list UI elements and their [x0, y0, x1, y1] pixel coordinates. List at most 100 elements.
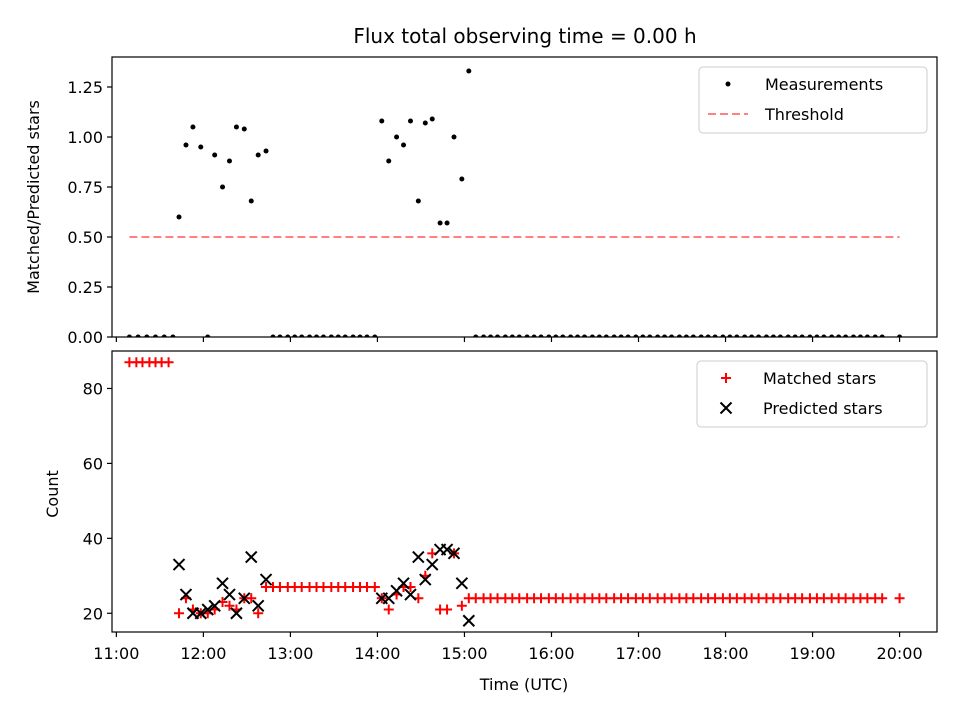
- measurements-point: [372, 334, 378, 337]
- measurements-point: [328, 334, 334, 337]
- measurements-point: [633, 334, 639, 337]
- measurements-point: [560, 334, 566, 337]
- predicted-stars-point: [404, 588, 417, 601]
- measurements-point: [829, 334, 835, 337]
- measurements-point: [205, 334, 211, 337]
- measurements-point: [495, 334, 501, 337]
- measurements-point: [126, 334, 132, 337]
- x-tick-label: 15:00: [441, 644, 487, 663]
- measurements-point: [531, 334, 537, 337]
- measurements-point: [444, 220, 450, 226]
- measurements-point: [481, 334, 487, 337]
- measurements-point: [459, 176, 465, 182]
- measurements-point: [546, 334, 552, 337]
- measurements-point: [843, 334, 849, 337]
- predicted-stars-point: [172, 558, 186, 571]
- measurements-point: [524, 334, 530, 337]
- y-tick-label: 1.00: [67, 128, 103, 147]
- predicted-stars-point: [455, 577, 469, 590]
- legend-threshold-label: Threshold: [764, 105, 844, 124]
- measurements-point: [538, 334, 544, 337]
- legend-measurements-label: Measurements: [765, 75, 883, 94]
- measurements-point: [350, 334, 356, 337]
- measurements-point: [429, 116, 435, 122]
- measurements-point: [655, 334, 661, 337]
- predicted-stars-point: [462, 614, 476, 627]
- matched-stars-point: [224, 600, 235, 611]
- x-tick-label: 12:00: [180, 644, 226, 663]
- measurements-point: [727, 334, 733, 337]
- y-tick-label: 0.00: [67, 328, 103, 347]
- x-tick-label: 20:00: [877, 644, 923, 663]
- measurements-point: [625, 334, 631, 337]
- legend-box: [696, 360, 928, 428]
- measurements-point: [153, 334, 159, 337]
- measurements-point: [320, 334, 326, 337]
- measurements-point: [198, 144, 204, 150]
- measurements-point: [357, 334, 363, 337]
- bottom-panel: 20 40 60 80 11:00 12:00 13:00 14:00 15:00 16:00 17…: [83, 350, 938, 663]
- y-tick-label: 20: [83, 604, 103, 623]
- measurements-point: [466, 68, 472, 74]
- measurements-point: [553, 334, 559, 337]
- matched-stars-point: [442, 604, 453, 615]
- measurements-point: [170, 334, 176, 337]
- measurements-point: [516, 334, 522, 337]
- plot-area: [124, 357, 905, 627]
- y-tick-label: 0.75: [67, 178, 103, 197]
- measurements-point: [897, 334, 903, 337]
- matched-stars-point: [456, 600, 467, 611]
- measurements-point: [233, 124, 239, 130]
- bottom-y-axis-label: Count: [43, 470, 62, 518]
- predicted-stars-point: [230, 607, 243, 620]
- matched-stars-point: [174, 608, 185, 619]
- measurements-point: [712, 334, 718, 337]
- measurements-point: [241, 126, 247, 132]
- measurements-point: [502, 334, 508, 337]
- matched-stars-point: [877, 593, 888, 604]
- measurements-point: [314, 334, 320, 337]
- predicted-stars-point: [208, 599, 221, 612]
- measurements-point: [742, 334, 748, 337]
- measurements-point: [190, 124, 196, 130]
- measurements-point: [270, 334, 276, 337]
- legend-predicted-stars-label: Predicted stars: [763, 399, 883, 418]
- measurements-point: [864, 334, 870, 337]
- measurements-point: [437, 220, 443, 226]
- measurements-point: [698, 334, 704, 337]
- measurements-point: [821, 334, 827, 337]
- measurements-point: [596, 334, 602, 337]
- legend-predicted-stars-swatch: [719, 401, 733, 415]
- measurements-point: [763, 334, 769, 337]
- predicted-stars-point: [238, 592, 251, 605]
- predicted-stars-point: [223, 588, 236, 601]
- predicted-stars-point: [179, 588, 193, 601]
- y-tick-label: 80: [83, 379, 103, 398]
- measurements-point: [568, 334, 574, 337]
- measurements-point: [589, 334, 595, 337]
- predicted-stars-point: [201, 603, 214, 616]
- measurements-point: [488, 334, 494, 337]
- measurements-point: [814, 334, 820, 337]
- y-tick-label: 60: [83, 454, 103, 473]
- legend-matched-stars-swatch: [721, 373, 731, 383]
- measurements-point: [640, 334, 646, 337]
- x-tick-label: 16:00: [528, 644, 574, 663]
- measurements-point: [756, 334, 762, 337]
- measurements-point: [509, 334, 515, 337]
- plot-area: [126, 68, 903, 337]
- predicted-stars-point: [397, 577, 410, 590]
- measurements-point: [807, 334, 813, 337]
- legend-box: [698, 66, 928, 134]
- predicted-stars-point: [447, 547, 461, 560]
- x-tick-label: 19:00: [789, 644, 835, 663]
- measurements-point: [342, 334, 348, 337]
- measurements-point: [135, 334, 141, 337]
- measurements-point: [836, 334, 842, 337]
- predicted-stars-point: [259, 573, 273, 586]
- measurements-point: [335, 334, 341, 337]
- legend-matched-stars-label: Matched stars: [763, 369, 876, 388]
- plot-frame: [111, 56, 938, 338]
- predicted-stars-point: [251, 599, 265, 612]
